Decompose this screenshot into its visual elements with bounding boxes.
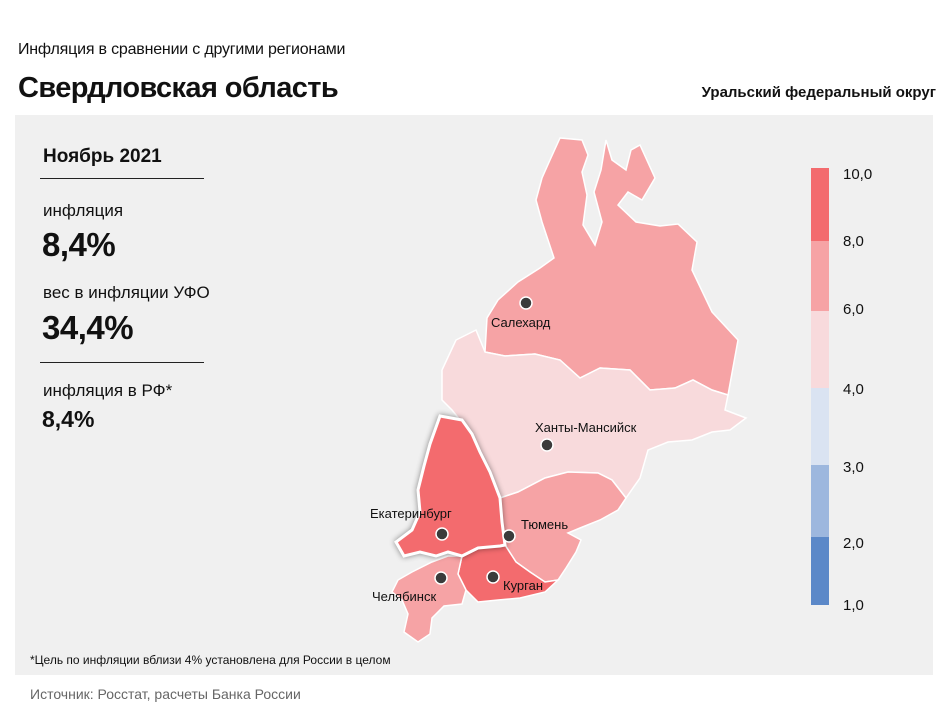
scale-tick: 6,0 <box>843 301 864 318</box>
city-yekaterinburg[interactable]: Екатеринбург <box>370 506 452 541</box>
divider-bottom <box>40 362 204 363</box>
city-marker-icon <box>519 296 533 310</box>
rf-inflation-value: 8,4% <box>42 406 95 432</box>
city-tyumen[interactable]: Тюмень <box>502 517 568 543</box>
page-subtitle: Инфляция в сравнении с другими регионами <box>18 41 346 58</box>
city-label: Ханты-Мансийск <box>535 420 637 435</box>
city-kurgan[interactable]: Курган <box>486 570 543 593</box>
scale-bin-1-2 <box>811 537 829 605</box>
city-khanty-mansiysk[interactable]: Ханты-Мансийск <box>535 420 637 452</box>
weight-value: 34,4% <box>42 309 134 346</box>
city-salekhard[interactable]: Салехард <box>491 296 551 330</box>
scale-bin-3-4 <box>811 388 829 465</box>
city-label: Екатеринбург <box>370 506 452 521</box>
city-chelyabinsk[interactable]: Челябинск <box>372 571 448 604</box>
divider-top <box>40 178 204 179</box>
city-marker-icon <box>435 527 449 541</box>
city-label: Тюмень <box>521 517 568 532</box>
inflation-value: 8,4% <box>42 226 116 263</box>
scale-tick: 8,0 <box>843 233 864 250</box>
region-yanao[interactable] <box>484 137 739 396</box>
scale-bin-4-6 <box>811 311 829 388</box>
scale-bin-6-8 <box>811 241 829 311</box>
footnote: *Цель по инфляции вблизи 4% установлена … <box>30 653 391 667</box>
region-sverdlovsk[interactable] <box>394 414 507 558</box>
scale-tick: 1,0 <box>843 597 864 614</box>
city-label: Салехард <box>491 315 551 330</box>
city-label: Челябинск <box>372 589 436 604</box>
city-marker-icon <box>502 529 516 543</box>
scale-tick: 4,0 <box>843 381 864 398</box>
district-label: Уральский федеральный округ <box>701 84 936 101</box>
source-note: Источник: Росстат, расчеты Банка России <box>30 686 301 702</box>
rf-inflation-label: инфляция в РФ* <box>43 381 173 400</box>
scale-tick: 3,0 <box>843 459 864 476</box>
city-marker-icon <box>434 571 448 585</box>
weight-label: вес в инфляции УФО <box>43 283 210 302</box>
period-label: Ноябрь 2021 <box>43 146 162 167</box>
scale-bin-8-10 <box>811 168 829 241</box>
city-label: Курган <box>503 578 543 593</box>
inflation-label: инфляция <box>43 201 124 220</box>
scale-tick: 10,0 <box>843 166 873 183</box>
city-marker-icon <box>486 570 500 584</box>
page-title: Свердловская область <box>18 72 339 104</box>
scale-bin-2-3 <box>811 465 829 537</box>
city-marker-icon <box>540 438 554 452</box>
scale-tick: 2,0 <box>843 535 864 552</box>
